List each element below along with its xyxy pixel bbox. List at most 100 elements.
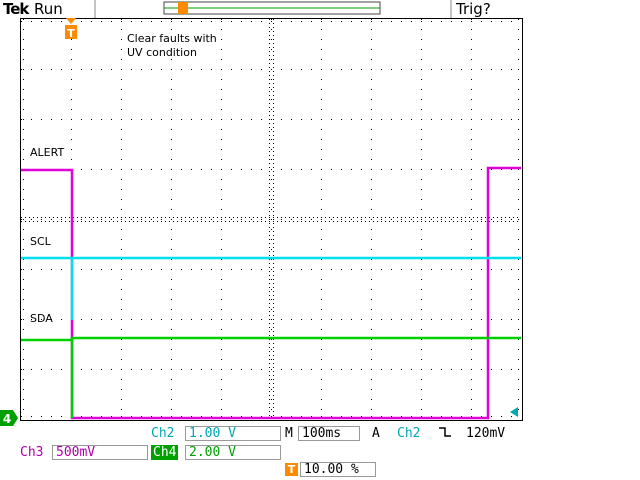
- scl-trace: [21, 256, 521, 320]
- grid-dot: [501, 119, 502, 120]
- grid-dot: [411, 319, 412, 320]
- grid-dot: [161, 69, 162, 70]
- grid-dot: [271, 219, 272, 220]
- grid-dot: [518, 269, 519, 270]
- grid-dot: [273, 415, 274, 416]
- grid-dot: [421, 189, 422, 190]
- grid-dot: [61, 219, 62, 220]
- grid-dot: [421, 309, 422, 310]
- grid-dot: [21, 217, 22, 218]
- grid-dot: [371, 269, 372, 270]
- grid-dot: [171, 199, 172, 200]
- grid-dot: [371, 339, 372, 340]
- grid-dot: [321, 169, 322, 170]
- grid-dot: [518, 119, 519, 120]
- grid-dot: [171, 179, 172, 180]
- grid-dot: [121, 399, 122, 400]
- grid-dot: [321, 189, 322, 190]
- grid-dot: [471, 279, 472, 280]
- grid-dot: [73, 217, 74, 218]
- grid-dot: [321, 19, 322, 20]
- grid-dot: [391, 416, 392, 417]
- grid-dot: [221, 389, 222, 390]
- grid-dot: [371, 179, 372, 180]
- grid-dot: [171, 299, 172, 300]
- grid-dot: [511, 319, 512, 320]
- grid-dot: [273, 107, 274, 108]
- graticule-border: [20, 18, 523, 421]
- grid-dot: [181, 416, 182, 417]
- grid-dot: [273, 227, 274, 228]
- grid-dot: [145, 221, 146, 222]
- grid-dot: [271, 89, 272, 90]
- grid-dot: [501, 21, 502, 22]
- grid-dot: [341, 219, 342, 220]
- grid-dot: [457, 221, 458, 222]
- grid-dot: [269, 47, 270, 48]
- grid-dot: [481, 219, 482, 220]
- grid-dot: [57, 217, 58, 218]
- grid-dot: [273, 383, 274, 384]
- grid-dot: [269, 287, 270, 288]
- grid-dot: [269, 243, 270, 244]
- grid-dot: [371, 39, 372, 40]
- grid-dot: [421, 69, 422, 70]
- grid-dot: [309, 221, 310, 222]
- grid-dot: [221, 39, 222, 40]
- grid-dot: [518, 339, 519, 340]
- grid-dot: [269, 319, 270, 320]
- grid-dot: [81, 169, 82, 170]
- grid-dot: [23, 119, 24, 120]
- grid-dot: [251, 21, 252, 22]
- grid-dot: [181, 219, 182, 220]
- grid-dot: [211, 416, 212, 417]
- grid-dot: [311, 369, 312, 370]
- grid-dot: [371, 299, 372, 300]
- grid-dot: [277, 217, 278, 218]
- grid-dot: [493, 217, 494, 218]
- grid-dot: [518, 39, 519, 40]
- grid-dot: [269, 363, 270, 364]
- grid-dot: [185, 221, 186, 222]
- grid-dot: [251, 69, 252, 70]
- grid-dot: [381, 69, 382, 70]
- grid-dot: [269, 347, 270, 348]
- grid-dot: [321, 199, 322, 200]
- grid-dot: [481, 369, 482, 370]
- grid-dot: [131, 119, 132, 120]
- grid-dot: [171, 349, 172, 350]
- grid-dot: [23, 259, 24, 260]
- grid-dot: [371, 219, 372, 220]
- grid-dot: [45, 217, 46, 218]
- grid-dot: [477, 221, 478, 222]
- grid-dot: [301, 221, 302, 222]
- grid-dot: [273, 111, 274, 112]
- grid-dot: [51, 219, 52, 220]
- ch4-scale-readout: 2.00 V: [185, 445, 281, 460]
- annotation-line-1: Clear faults with: [127, 32, 217, 45]
- grid-dot: [273, 379, 274, 380]
- grid-dot: [221, 399, 222, 400]
- grid-dot: [269, 387, 270, 388]
- grid-dot: [471, 349, 472, 350]
- grid-dot: [121, 49, 122, 50]
- grid-dot: [401, 217, 402, 218]
- grid-dot: [269, 39, 270, 40]
- grid-dot: [321, 209, 322, 210]
- grid-dot: [518, 399, 519, 400]
- grid-dot: [269, 135, 270, 136]
- grid-dot: [301, 319, 302, 320]
- grid-dot: [371, 129, 372, 130]
- grid-dot: [193, 221, 194, 222]
- grid-dot: [241, 169, 242, 170]
- grid-dot: [121, 189, 122, 190]
- grid-dot: [273, 347, 274, 348]
- grid-dot: [269, 407, 270, 408]
- grid-dot: [273, 63, 274, 64]
- grid-dot: [373, 217, 374, 218]
- grid-dot: [221, 309, 222, 310]
- grid-dot: [273, 231, 274, 232]
- grid-dot: [421, 89, 422, 90]
- grid-dot: [491, 319, 492, 320]
